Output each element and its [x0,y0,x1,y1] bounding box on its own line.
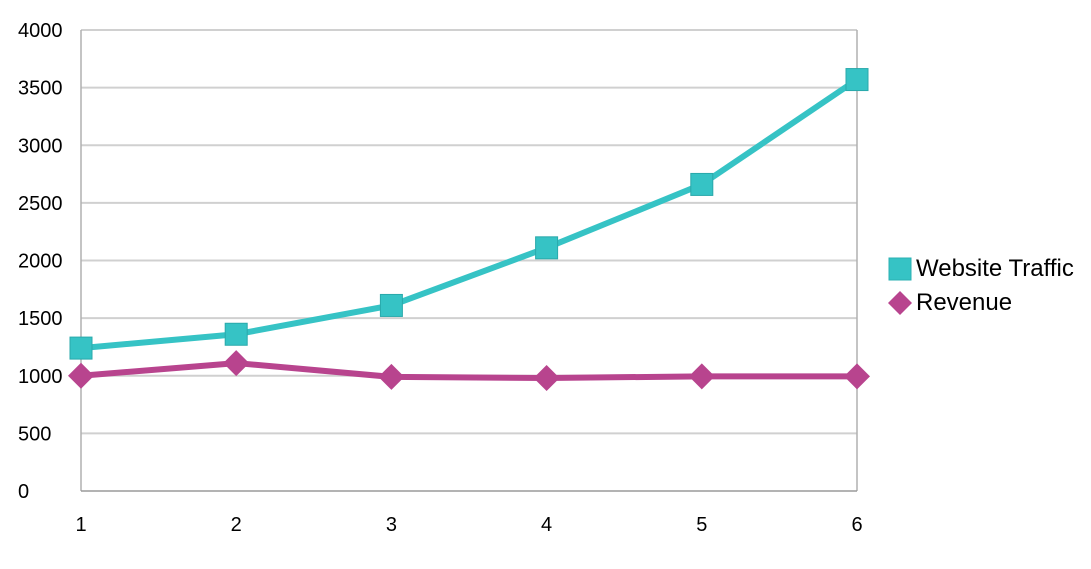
series-revenue [68,350,870,392]
data-point [690,172,714,196]
series-line [80,77,859,352]
series-layer [68,68,870,392]
x-tick-label: 6 [851,514,862,536]
legend: Website Traffic Revenue [886,252,1074,320]
x-axis-ticks: 1 2 3 4 5 6 [75,514,862,536]
data-point [69,336,93,360]
square-marker-icon [886,255,914,283]
legend-item-website-traffic: Website Traffic [886,252,1074,286]
diamond-marker-icon [886,289,914,317]
x-tick-label: 2 [231,514,242,536]
axes [80,30,858,492]
data-point [533,365,560,392]
x-tick-label: 4 [541,514,552,536]
y-tick-label: 1000 [18,366,63,388]
data-point [688,363,715,390]
x-tick-label: 1 [75,514,86,536]
series-website-traffic [69,68,869,360]
data-point [844,363,870,390]
data-point [224,322,248,346]
legend-label: Revenue [916,289,1013,316]
y-tick-label: 0 [18,481,29,503]
data-point [379,293,403,317]
data-point [68,362,94,389]
y-tick-label: 2000 [18,251,63,273]
legend-item-revenue: Revenue [886,286,1074,320]
x-tick-label: 3 [386,514,397,536]
y-tick-label: 1500 [18,308,63,330]
legend-label: Website Traffic [916,255,1074,282]
data-point [845,68,869,92]
gridlines [81,29,857,435]
data-point [535,236,559,260]
y-axis-ticks: 0 500 1000 1500 2000 2500 3000 3500 4000 [18,20,63,503]
y-tick-label: 3500 [18,78,63,100]
data-point [378,363,405,390]
y-tick-label: 3000 [18,135,63,157]
y-tick-label: 500 [18,423,51,445]
x-tick-label: 5 [696,514,707,536]
series-line [80,360,857,382]
y-tick-label: 4000 [18,20,63,42]
data-point [223,350,250,377]
y-tick-label: 2500 [18,193,63,215]
